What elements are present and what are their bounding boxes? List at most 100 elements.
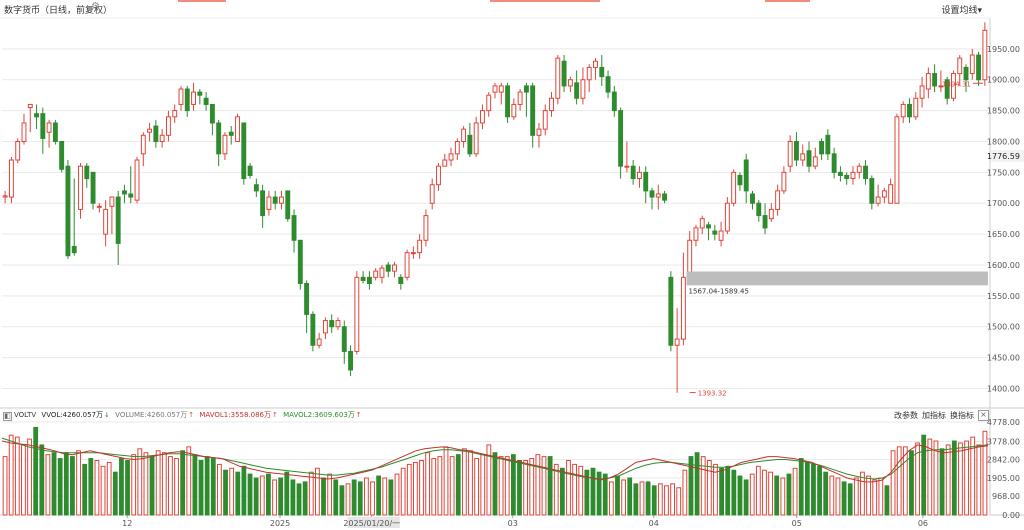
candle-body bbox=[662, 193, 668, 201]
candle-body bbox=[21, 122, 27, 142]
top-accent-line bbox=[490, 0, 600, 2]
candle-body bbox=[969, 54, 975, 75]
candle-body bbox=[147, 128, 153, 133]
volume-bar bbox=[363, 477, 369, 516]
candle-body bbox=[178, 88, 184, 105]
volume-bar bbox=[39, 444, 45, 516]
volume-bar bbox=[394, 473, 400, 516]
volume-bar bbox=[468, 450, 473, 516]
volume-bar bbox=[155, 450, 161, 516]
candle-body bbox=[850, 171, 856, 180]
candle-body bbox=[59, 140, 65, 170]
volume-bar bbox=[259, 475, 265, 516]
gap-range-label: 1567.04-1589.45 bbox=[689, 287, 749, 295]
price-gap-band bbox=[686, 271, 988, 286]
volume-bar bbox=[8, 434, 14, 516]
candle-body bbox=[737, 174, 743, 186]
current-price-box bbox=[991, 149, 1024, 162]
volume-bar bbox=[559, 467, 565, 516]
volume-bar bbox=[811, 463, 816, 516]
volume-bar bbox=[872, 479, 878, 516]
candle-body bbox=[580, 79, 586, 99]
candle-body bbox=[869, 178, 875, 204]
candle-body bbox=[329, 320, 335, 328]
volume-bar bbox=[651, 485, 657, 516]
price-tick-label: 1600.00 bbox=[987, 261, 1020, 270]
candle-body bbox=[863, 165, 868, 180]
candle-body bbox=[78, 165, 83, 210]
volume-bar bbox=[247, 473, 253, 516]
price-tick-label: 1900.00 bbox=[987, 76, 1020, 85]
candle-body bbox=[40, 113, 46, 139]
candle-body bbox=[8, 159, 14, 198]
candle-body bbox=[316, 338, 322, 346]
candle-body bbox=[90, 171, 96, 204]
candle-body bbox=[103, 208, 109, 235]
volume-bar bbox=[829, 475, 835, 516]
candle-body bbox=[750, 193, 755, 204]
volume-bar bbox=[835, 477, 841, 516]
close-icon[interactable]: × bbox=[978, 410, 989, 421]
volume-bar bbox=[676, 487, 682, 516]
candle-body bbox=[197, 91, 203, 96]
candle-body bbox=[649, 190, 655, 198]
gear-icon[interactable]: ⚙ bbox=[91, 1, 100, 12]
volume-bar bbox=[186, 446, 192, 516]
volume-tick-label: 968.00 bbox=[992, 492, 1020, 501]
volume-bar bbox=[627, 477, 633, 516]
candle-body bbox=[272, 196, 278, 204]
mavol1-value: MAVOL1:3558.086万 bbox=[199, 411, 272, 419]
switch-indicator-button[interactable]: 换指标 bbox=[950, 411, 974, 420]
candle-body bbox=[888, 184, 894, 204]
volume-bar bbox=[351, 479, 357, 516]
set-moving-average-button[interactable]: 设置均线▾ bbox=[941, 3, 982, 16]
volume-bar bbox=[137, 448, 143, 516]
volume-bar bbox=[143, 452, 149, 516]
candle-body bbox=[423, 215, 429, 241]
add-indicator-button[interactable]: 加指标 bbox=[922, 411, 946, 420]
volume-tick-label: 0.00 bbox=[1002, 511, 1020, 520]
volume-bar bbox=[535, 454, 541, 516]
candle-body bbox=[536, 128, 542, 136]
volume-bar bbox=[970, 436, 976, 516]
candle-body bbox=[109, 196, 115, 207]
volume-bar bbox=[743, 479, 749, 516]
candle-body bbox=[787, 140, 793, 167]
candle-body bbox=[366, 276, 372, 285]
volume-bar bbox=[915, 442, 920, 516]
volume-bar bbox=[382, 477, 388, 516]
volume-bar bbox=[57, 458, 63, 516]
candle-body bbox=[875, 196, 881, 204]
collapse-panel-icon[interactable]: ◧ bbox=[3, 412, 12, 421]
volume-bar bbox=[939, 448, 945, 516]
volume-bar bbox=[308, 471, 314, 516]
volume-bar bbox=[33, 426, 39, 516]
candle-body bbox=[806, 150, 812, 167]
candle-body bbox=[335, 320, 341, 328]
candle-body bbox=[586, 66, 592, 81]
candle-body bbox=[448, 153, 454, 161]
candle-body bbox=[52, 122, 58, 142]
volume-bar bbox=[884, 485, 890, 516]
candle-body bbox=[285, 190, 291, 220]
modify-params-button[interactable]: 改参数 bbox=[894, 411, 918, 420]
candle-body bbox=[322, 320, 328, 334]
volume-bar bbox=[823, 471, 829, 516]
volume-bar bbox=[76, 450, 81, 516]
candle-body bbox=[191, 91, 196, 105]
candle-body bbox=[567, 79, 573, 87]
price-tick-label: 1750.00 bbox=[987, 168, 1020, 177]
volume-bar bbox=[566, 460, 571, 516]
volume-bar bbox=[437, 456, 443, 516]
candle-body bbox=[900, 103, 906, 118]
candle-body bbox=[341, 326, 347, 352]
candle-body bbox=[492, 85, 498, 93]
candle-body bbox=[756, 202, 762, 217]
volume-bar bbox=[119, 458, 124, 516]
candle-body bbox=[718, 230, 724, 241]
volume-bar bbox=[174, 458, 179, 516]
top-accent-line bbox=[765, 0, 810, 2]
candle-body bbox=[354, 276, 360, 352]
